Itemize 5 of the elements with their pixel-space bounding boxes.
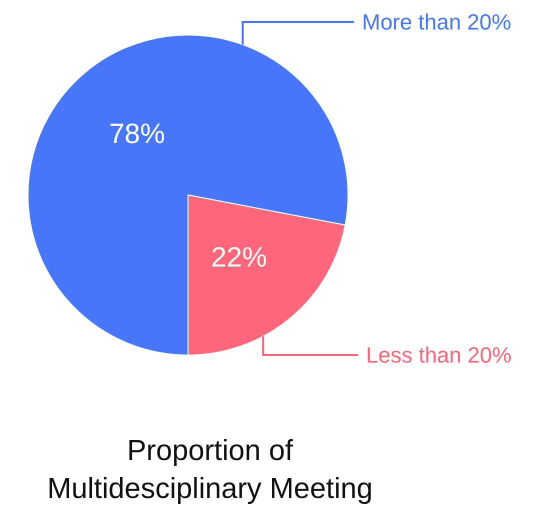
data-label: 22% — [210, 241, 268, 272]
slice-label: More than 20% — [362, 10, 512, 35]
slice-label: Less than 20% — [366, 342, 512, 368]
text: Proportion of Multidesciplinary Meeting — [46, 434, 374, 507]
data-label: 78% — [108, 118, 166, 150]
